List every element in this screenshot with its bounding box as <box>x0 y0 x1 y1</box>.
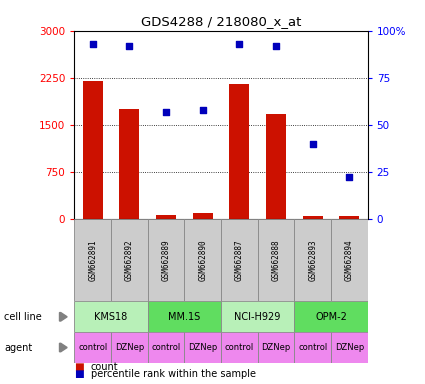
Text: GSM662893: GSM662893 <box>308 239 317 281</box>
Bar <box>111 219 148 301</box>
Bar <box>193 213 213 219</box>
Bar <box>221 332 258 363</box>
Point <box>272 43 279 49</box>
Text: control: control <box>298 343 327 352</box>
Text: control: control <box>225 343 254 352</box>
Bar <box>258 219 294 301</box>
Point <box>236 41 243 47</box>
Bar <box>331 219 368 301</box>
Text: GSM662887: GSM662887 <box>235 239 244 281</box>
Text: ■: ■ <box>74 369 84 379</box>
Bar <box>221 301 294 332</box>
Text: agent: agent <box>4 343 32 353</box>
Text: OPM-2: OPM-2 <box>315 312 347 322</box>
Text: GSM662892: GSM662892 <box>125 239 134 281</box>
Text: DZNep: DZNep <box>334 343 364 352</box>
Point <box>199 107 206 113</box>
Text: control: control <box>78 343 108 352</box>
Text: GSM662891: GSM662891 <box>88 239 97 281</box>
Text: count: count <box>91 362 118 372</box>
Text: GSM662888: GSM662888 <box>272 239 280 281</box>
Bar <box>184 332 221 363</box>
Bar <box>74 332 111 363</box>
Bar <box>258 332 294 363</box>
Bar <box>119 109 139 219</box>
Text: percentile rank within the sample: percentile rank within the sample <box>91 369 255 379</box>
Text: KMS18: KMS18 <box>94 312 127 322</box>
Text: DZNep: DZNep <box>115 343 144 352</box>
Text: GSM662889: GSM662889 <box>162 239 170 281</box>
Text: ■: ■ <box>74 362 84 372</box>
Bar <box>74 219 111 301</box>
Bar <box>148 219 184 301</box>
Bar <box>294 301 368 332</box>
Point <box>89 41 96 47</box>
Title: GDS4288 / 218080_x_at: GDS4288 / 218080_x_at <box>141 15 301 28</box>
Bar <box>294 219 331 301</box>
Text: cell line: cell line <box>4 312 42 322</box>
Text: DZNep: DZNep <box>188 343 217 352</box>
Point <box>346 174 353 180</box>
Text: MM.1S: MM.1S <box>168 312 201 322</box>
Bar <box>148 301 221 332</box>
Bar <box>229 84 249 219</box>
Text: DZNep: DZNep <box>261 343 291 352</box>
Bar <box>156 215 176 219</box>
Text: GSM662890: GSM662890 <box>198 239 207 281</box>
Bar <box>184 219 221 301</box>
Bar <box>221 219 258 301</box>
Text: GSM662894: GSM662894 <box>345 239 354 281</box>
Bar <box>148 332 184 363</box>
Point <box>126 43 133 49</box>
Text: NCI-H929: NCI-H929 <box>235 312 281 322</box>
Point <box>163 109 170 115</box>
Text: control: control <box>151 343 181 352</box>
Bar <box>303 216 323 219</box>
Bar <box>331 332 368 363</box>
Bar <box>111 332 148 363</box>
Bar <box>82 81 103 219</box>
Bar <box>266 114 286 219</box>
Bar <box>74 301 148 332</box>
Bar <box>339 216 360 219</box>
Bar <box>294 332 331 363</box>
Point <box>309 141 316 147</box>
